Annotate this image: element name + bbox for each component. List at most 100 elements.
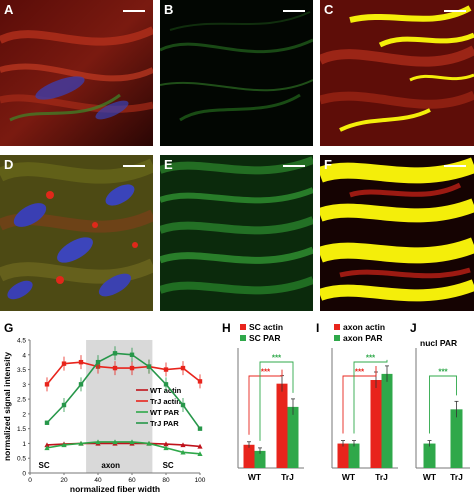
bar: [254, 450, 266, 468]
line-chart-g: G 0 0.5 1 1.5 2 2.5 3 3.5 4 4.5 0 20 40 60 80 100 normali…: [2, 321, 206, 494]
y-tick-label: 1.5: [17, 426, 26, 433]
region-label-sc: SC: [39, 461, 50, 470]
legend-swatch: [240, 324, 246, 330]
category-label: TrJ: [375, 472, 388, 482]
scale-bar: [444, 10, 466, 12]
bar: [370, 380, 382, 468]
panel-e: E: [160, 155, 313, 311]
legend-label: TrJ PAR: [150, 419, 179, 428]
data-point: [95, 439, 101, 445]
panel-c: C: [320, 0, 474, 146]
chart-label: I: [316, 321, 319, 335]
bar: [287, 406, 299, 468]
significance-mark: ***: [366, 354, 376, 363]
x-tick-label: 40: [94, 477, 102, 484]
panel-label: F: [324, 157, 332, 172]
micrograph-a: [0, 0, 153, 146]
bar: [381, 373, 393, 468]
x-tick-label: 100: [195, 477, 206, 484]
panel-label: A: [4, 2, 14, 17]
bar: [450, 409, 463, 468]
y-tick-label: 0.5: [17, 456, 26, 463]
data-point: [78, 359, 84, 365]
significance-mark: ***: [261, 368, 271, 377]
y-axis-label: normalized signal intensity: [2, 352, 12, 461]
y-tick-label: 3.5: [17, 367, 26, 374]
micrograph-e: [160, 155, 313, 311]
significance-bracket: [429, 375, 457, 434]
scale-bar: [444, 165, 466, 167]
significance-mark: ***: [272, 354, 282, 363]
legend-swatch: [334, 324, 340, 330]
scale-bar: [283, 10, 305, 12]
data-point: [163, 441, 169, 447]
bar: [348, 443, 360, 468]
chart-label: G: [4, 321, 13, 335]
data-point: [44, 442, 50, 448]
data-point: [44, 420, 50, 425]
y-tick-label: 1: [22, 441, 26, 448]
data-point: [146, 440, 152, 446]
legend-label: TrJ actin: [150, 397, 181, 406]
significance-bracket: [259, 361, 294, 441]
category-label: WT: [248, 472, 262, 482]
data-point: [44, 445, 50, 451]
category-label: TrJ: [450, 472, 463, 482]
panel-label: B: [164, 2, 174, 17]
y-tick-label: 4.5: [17, 338, 26, 345]
micrograph-d: [0, 155, 153, 311]
bar: [243, 444, 255, 468]
data-point: [61, 361, 67, 366]
data-point: [129, 439, 135, 445]
legend-label: axon PAR: [343, 333, 383, 343]
panel-b: B: [160, 0, 313, 146]
y-tick-label: 0: [22, 471, 26, 478]
x-tick-label: 0: [28, 477, 32, 484]
data-point: [112, 365, 118, 371]
significance-bracket: [248, 369, 283, 435]
data-point: [180, 365, 186, 371]
significance-bracket: [342, 366, 377, 434]
legend-swatch: [334, 335, 340, 341]
data-point: [112, 439, 118, 445]
micrograph-f: [320, 155, 474, 311]
bar: [423, 443, 436, 468]
bar: [276, 383, 288, 468]
x-tick-label: 20: [60, 477, 68, 484]
data-point: [129, 365, 135, 371]
data-point: [44, 382, 50, 387]
legend-label: WT PAR: [150, 408, 180, 417]
x-tick-label: 80: [162, 477, 170, 484]
data-point: [180, 449, 186, 455]
data-point: [61, 442, 67, 448]
data-point: [78, 382, 84, 387]
y-tick-label: 3: [22, 382, 26, 389]
micrograph-c: [320, 0, 474, 146]
chart-title: nucl PAR: [420, 338, 457, 348]
legend-swatch: [240, 335, 246, 341]
panel-label: C: [324, 2, 334, 17]
category-label: TrJ: [281, 472, 294, 482]
panel-d: D: [0, 155, 153, 311]
category-label: WT: [342, 472, 356, 482]
chart-label: J: [410, 321, 417, 335]
panel-a: A: [0, 0, 153, 146]
region-label-sc: SC: [163, 461, 174, 470]
legend-label: axon actin: [343, 322, 385, 332]
x-axis-label: normalized fiber width: [70, 484, 160, 494]
y-tick-label: 2.5: [17, 397, 26, 404]
data-point: [180, 402, 186, 408]
significance-mark: ***: [355, 368, 365, 377]
data-point: [180, 442, 186, 448]
axon-region: [86, 340, 153, 473]
panel-f: F: [320, 155, 474, 311]
data-point: [129, 352, 135, 357]
legend-label: SC PAR: [249, 333, 281, 343]
data-point: [112, 351, 118, 356]
scale-bar: [123, 10, 145, 12]
data-point: [197, 426, 203, 431]
category-label: WT: [423, 472, 437, 482]
